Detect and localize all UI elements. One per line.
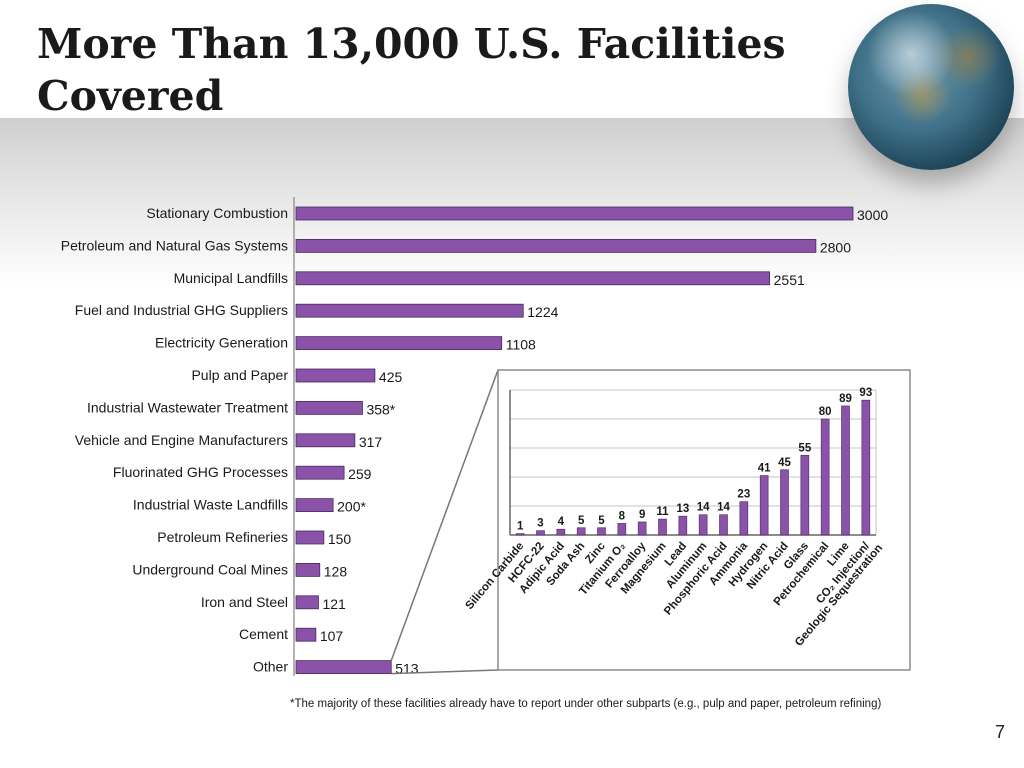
value-label: 1224: [527, 304, 558, 320]
value-label: 200*: [337, 499, 366, 515]
category-label: Petroleum Refineries: [157, 529, 288, 545]
value-label: 425: [379, 369, 403, 385]
value-label: 107: [320, 628, 344, 644]
category-label: Cement: [239, 626, 288, 642]
inset-value-label: 41: [758, 463, 771, 475]
value-label: 317: [359, 434, 383, 450]
category-label: Fuel and Industrial GHG Suppliers: [75, 302, 288, 318]
bar: [295, 563, 321, 577]
category-label: Vehicle and Engine Manufacturers: [75, 432, 288, 448]
inset-bar: [719, 514, 728, 536]
inset-bar: [536, 530, 545, 536]
inset-value-label: 80: [819, 406, 832, 418]
inset-bar: [515, 533, 525, 536]
inset-bar: [698, 514, 708, 536]
inset-value-label: 4: [558, 516, 565, 528]
category-label: Fluorinated GHG Processes: [113, 464, 288, 480]
inset-value-label: 45: [778, 457, 791, 469]
value-label: 3000: [857, 207, 888, 223]
bar: [295, 627, 317, 642]
bar: [295, 368, 376, 383]
inset-bar: [780, 469, 789, 536]
category-label: Petroleum and Natural Gas Systems: [61, 237, 288, 253]
category-label: Pulp and Paper: [191, 367, 288, 383]
bar: [295, 530, 325, 545]
zoom-line-bottom: [391, 669, 499, 675]
inset-value-label: 23: [737, 489, 750, 501]
inset-bar: [759, 475, 769, 536]
category-label: Municipal Landfills: [174, 270, 288, 286]
bar: [295, 660, 392, 674]
footnote: *The majority of these facilities alread…: [290, 698, 881, 710]
bar: [295, 595, 319, 610]
category-label: Industrial Wastewater Treatment: [87, 399, 288, 415]
bar: [295, 498, 334, 513]
bar: [295, 303, 524, 318]
inset-value-label: 9: [639, 509, 645, 521]
value-label: 150: [328, 531, 352, 547]
value-label: 2551: [774, 272, 805, 288]
category-label: Other: [253, 659, 288, 675]
inset-value-label: 14: [697, 502, 710, 514]
inset-value-label: 3: [537, 518, 543, 530]
inset-value-label: 89: [839, 393, 852, 405]
background-band: [0, 118, 1024, 288]
category-label: Stationary Combustion: [146, 205, 288, 221]
inset-bar: [861, 399, 871, 536]
inset-bar: [556, 528, 566, 536]
inset-value-label: 5: [598, 515, 605, 527]
value-label: 358*: [366, 401, 395, 417]
bar: [295, 336, 503, 351]
bar: [295, 271, 771, 286]
inset-bar: [739, 501, 749, 536]
inset-bar: [597, 527, 606, 536]
category-label: Iron and Steel: [201, 594, 288, 610]
page-number: 7: [995, 722, 1006, 742]
inset-value-label: 5: [578, 515, 585, 527]
bar: [295, 238, 817, 253]
inset-value-label: 8: [619, 510, 626, 522]
category-label: Electricity Generation: [155, 335, 288, 351]
inset-bar: [637, 521, 647, 536]
inset-value-label: 55: [798, 442, 811, 454]
value-label: 1108: [506, 337, 536, 353]
inset-value-label: 1: [517, 521, 524, 533]
value-label: 2800: [820, 239, 851, 255]
inset-value-label: 11: [656, 506, 669, 518]
inset-bar: [617, 523, 627, 536]
category-label: Industrial Waste Landfills: [133, 497, 288, 513]
inset-bar: [800, 454, 810, 536]
inset-bar: [841, 405, 850, 536]
bar: [295, 400, 363, 415]
inset-bar: [678, 515, 688, 536]
slide-title: More Than 13,000 U.S. Facilities Covered: [37, 20, 786, 120]
bar: [295, 433, 356, 448]
category-label: Underground Coal Mines: [132, 561, 288, 577]
bar: [295, 206, 854, 221]
inset-bar: [658, 518, 667, 536]
globe-image: [848, 4, 1014, 170]
inset-bar: [820, 418, 830, 536]
inset-value-label: 13: [676, 503, 689, 515]
inset-value-label: 93: [859, 387, 872, 399]
value-label: 513: [395, 661, 419, 677]
inset-bar: [576, 527, 586, 536]
value-label: 259: [348, 466, 372, 482]
bar: [295, 465, 345, 480]
value-label: 121: [322, 596, 346, 612]
inset-value-label: 14: [717, 502, 730, 514]
zoom-line-top: [390, 369, 499, 661]
value-label: 128: [324, 563, 348, 579]
